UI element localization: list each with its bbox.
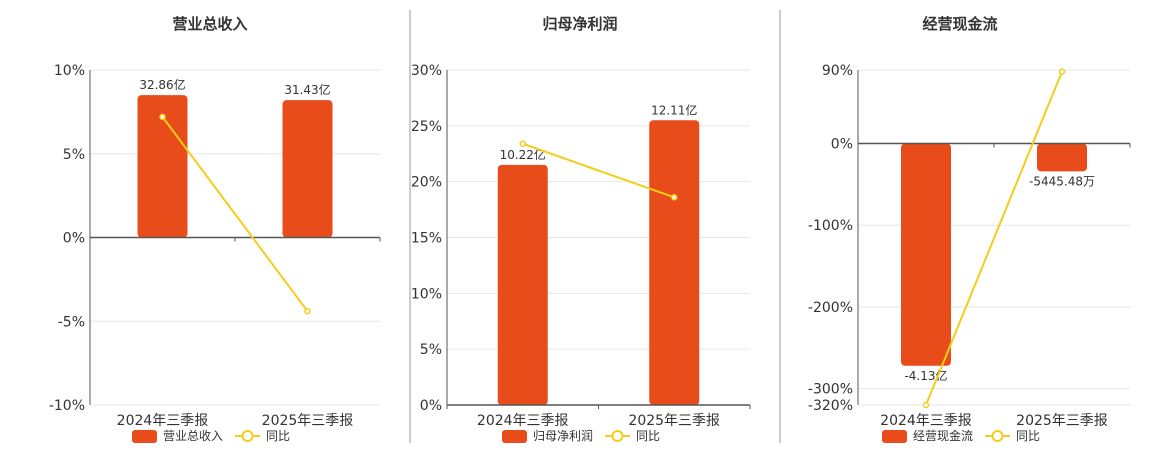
y-tick-label: 10% xyxy=(411,286,442,302)
legend-bar-label: 营业总收入 xyxy=(163,429,223,443)
bar-data-label: 10.22亿 xyxy=(500,147,546,162)
legend-bar-label: 归母净利润 xyxy=(533,429,593,443)
legend-line-label: 同比 xyxy=(1016,429,1040,443)
y-tick-label: -200% xyxy=(808,300,853,316)
bar-data-label: -5445.48万 xyxy=(1029,174,1095,188)
y-tick-label: 5% xyxy=(63,147,85,163)
legend-bar-label: 经营现金流 xyxy=(913,428,973,443)
yoy-line xyxy=(925,71,1063,406)
bar-data-label: 12.11亿 xyxy=(651,102,697,117)
bar xyxy=(137,95,188,238)
legend-bar-swatch xyxy=(882,430,907,443)
y-tick-label: 15% xyxy=(411,231,442,247)
y-tick-label: 5% xyxy=(420,342,442,358)
x-category-label: 2024年三季报 xyxy=(880,413,972,429)
chart-title: 归母净利润 xyxy=(542,15,617,33)
x-category-label: 2025年三季报 xyxy=(628,413,720,429)
legend-line-marker xyxy=(991,430,1004,442)
bar-data-label: 31.43亿 xyxy=(284,82,330,97)
y-tick-label: 90% xyxy=(822,63,853,79)
y-tick-label: -320% xyxy=(808,398,853,414)
bar-data-label: 32.86亿 xyxy=(139,77,185,92)
yoy-line xyxy=(161,116,309,312)
legend-line-marker xyxy=(611,430,624,442)
bar xyxy=(497,164,548,405)
bar xyxy=(649,120,700,405)
yoy-point xyxy=(1058,68,1066,75)
y-tick-label: 0% xyxy=(63,231,85,247)
y-tick-label: 0% xyxy=(420,398,442,414)
yoy-line xyxy=(522,142,675,199)
y-tick-label: 0% xyxy=(831,137,853,153)
yoy-point xyxy=(519,140,526,147)
chart-title: 经营现金流 xyxy=(922,15,997,33)
x-category-label: 2025年三季报 xyxy=(1016,413,1108,429)
legend-line-marker xyxy=(241,430,254,442)
bar xyxy=(901,143,951,366)
y-tick-label: -10% xyxy=(49,398,85,414)
x-category-label: 2025年三季报 xyxy=(262,413,354,429)
bar xyxy=(1037,143,1087,172)
yoy-point xyxy=(922,401,930,409)
x-category-label: 2024年三季报 xyxy=(117,413,209,429)
legend-line-label: 同比 xyxy=(266,429,290,443)
y-tick-label: 10% xyxy=(54,63,85,79)
bar xyxy=(282,100,333,238)
y-tick-label: -100% xyxy=(808,218,853,234)
y-tick-label: 20% xyxy=(411,175,442,191)
y-tick-label: 25% xyxy=(411,119,442,135)
y-tick-label: -5% xyxy=(58,314,85,330)
legend-bar-swatch xyxy=(502,430,527,443)
x-category-label: 2024年三季报 xyxy=(477,413,569,429)
y-tick-label: -300% xyxy=(808,382,853,398)
yoy-point xyxy=(671,194,678,201)
chart-title: 营业总收入 xyxy=(172,15,247,33)
y-tick-label: 30% xyxy=(411,63,442,79)
yoy-point xyxy=(304,307,311,315)
legend-bar-swatch xyxy=(132,430,157,443)
legend-line-label: 同比 xyxy=(636,429,660,443)
yoy-point xyxy=(159,113,166,121)
